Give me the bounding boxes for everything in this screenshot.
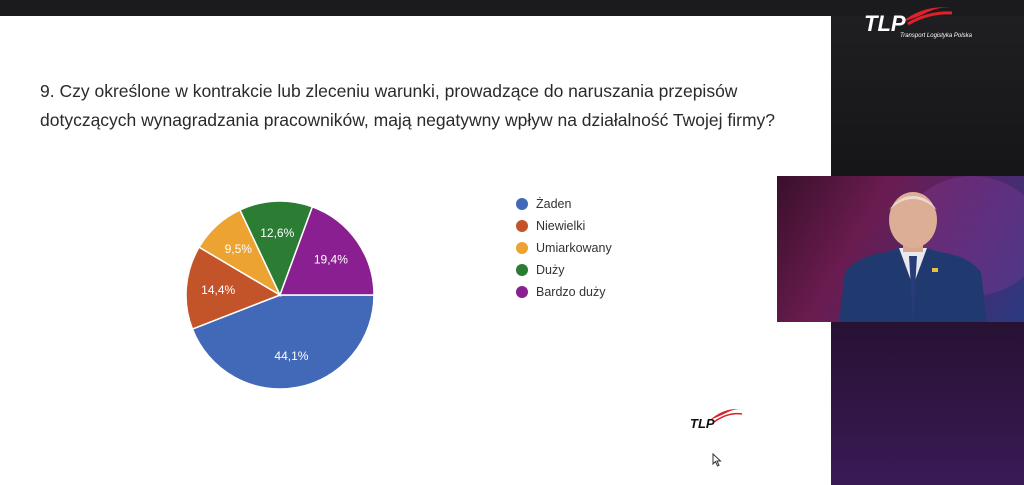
pie-chart: 44,1% 14,4% 9,5% 12,6% 19,4% xyxy=(185,200,375,390)
slice-label: 12,6% xyxy=(260,226,294,240)
slide-logo: TLP xyxy=(688,404,748,437)
slice-label: 9,5% xyxy=(225,242,253,256)
swoosh-icon xyxy=(902,7,954,22)
broadcast-logo-text: TLP xyxy=(864,11,906,36)
legend-label: Duży xyxy=(536,263,565,277)
slide-logo-text: TLP xyxy=(690,416,715,431)
legend-label: Umiarkowany xyxy=(536,241,612,255)
legend-item: Bardzo duży xyxy=(516,281,612,303)
legend-swatch xyxy=(516,286,528,298)
legend-item: Niewielki xyxy=(516,215,612,237)
legend-swatch xyxy=(516,220,528,232)
slice-label: 44,1% xyxy=(274,349,308,363)
pie-slice xyxy=(191,294,375,390)
legend-swatch xyxy=(516,264,528,276)
top-bar xyxy=(0,0,1024,16)
pie-slice xyxy=(185,246,282,331)
legend-swatch xyxy=(516,198,528,210)
pie-slice xyxy=(238,200,314,297)
legend-label: Żaden xyxy=(536,197,572,211)
pie-slice xyxy=(278,205,375,296)
presenter-webcam xyxy=(777,176,1024,322)
chart-legend: Żaden Niewielki Umiarkowany Duży Bardzo duży xyxy=(516,193,612,303)
legend-label: Bardzo duży xyxy=(536,285,606,299)
swoosh-icon xyxy=(710,409,744,420)
legend-item: Umiarkowany xyxy=(516,237,612,259)
legend-label: Niewielki xyxy=(536,219,586,233)
legend-item: Żaden xyxy=(516,193,612,215)
legend-item: Duży xyxy=(516,259,612,281)
presentation-slide xyxy=(0,16,831,485)
slice-label: 14,4% xyxy=(201,283,235,297)
broadcast-logo-subtitle: Transport Logistyka Polska xyxy=(900,33,973,39)
mouse-cursor-icon xyxy=(712,453,722,467)
broadcast-logo: TLP Transport Logistyka Polska xyxy=(862,4,992,45)
slice-label: 19,4% xyxy=(314,252,348,266)
presenter-face xyxy=(889,192,937,248)
question-text: 9. Czy określone w kontrakcie lub zlecen… xyxy=(40,81,776,130)
legend-swatch xyxy=(516,242,528,254)
